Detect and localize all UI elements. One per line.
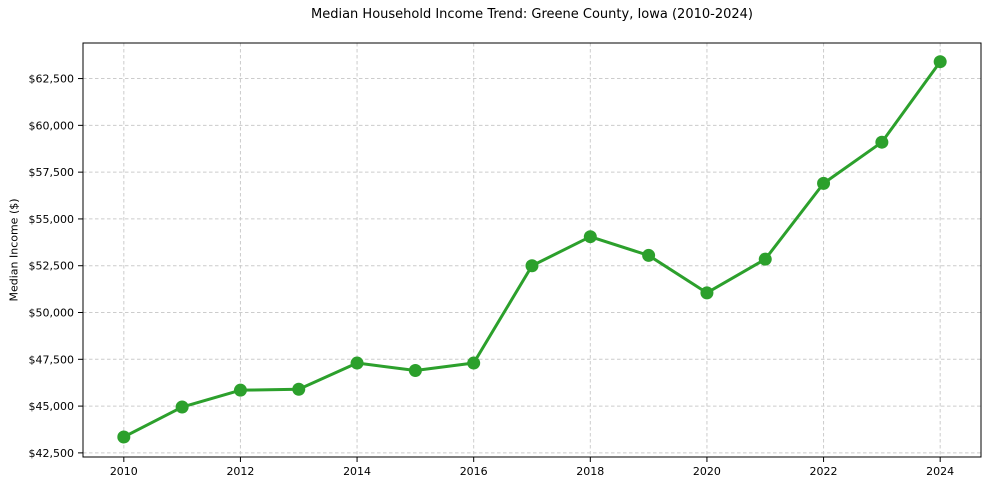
x-tick-label: 2024 xyxy=(926,465,954,478)
data-point xyxy=(525,259,539,273)
x-tick-label: 2018 xyxy=(576,465,604,478)
data-point xyxy=(875,135,889,149)
plot-border xyxy=(82,42,982,458)
data-point xyxy=(175,400,189,414)
x-tick-label: 2010 xyxy=(110,465,138,478)
y-tick-label: $60,000 xyxy=(29,119,75,132)
data-point xyxy=(817,176,831,190)
data-point xyxy=(408,364,422,378)
y-tick-label: $50,000 xyxy=(29,307,75,320)
y-tick-label: $47,500 xyxy=(29,353,75,366)
data-point xyxy=(292,382,306,396)
y-tick-label: $62,500 xyxy=(29,73,75,86)
data-point xyxy=(350,356,364,370)
y-tick-label: $55,000 xyxy=(29,213,75,226)
data-point xyxy=(233,383,247,397)
x-tick-label: 2014 xyxy=(343,465,371,478)
x-tick-label: 2016 xyxy=(460,465,488,478)
data-point xyxy=(700,286,714,300)
y-tick-label: $45,000 xyxy=(29,400,75,413)
x-tick-label: 2020 xyxy=(693,465,721,478)
data-point xyxy=(467,356,481,370)
data-point xyxy=(642,248,656,262)
x-tick-label: 2012 xyxy=(226,465,254,478)
data-point xyxy=(758,252,772,266)
trend-line xyxy=(122,60,942,439)
data-point xyxy=(117,430,131,444)
data-point xyxy=(933,55,947,69)
y-tick-label: $52,500 xyxy=(29,260,75,273)
data-point xyxy=(583,230,597,244)
y-tick-label: $57,500 xyxy=(29,166,75,179)
y-axis-label: Median Income ($) xyxy=(7,198,21,302)
y-tick-label: $42,500 xyxy=(29,447,75,460)
chart-title: Median Household Income Trend: Greene Co… xyxy=(311,7,753,22)
x-tick-label: 2022 xyxy=(810,465,838,478)
